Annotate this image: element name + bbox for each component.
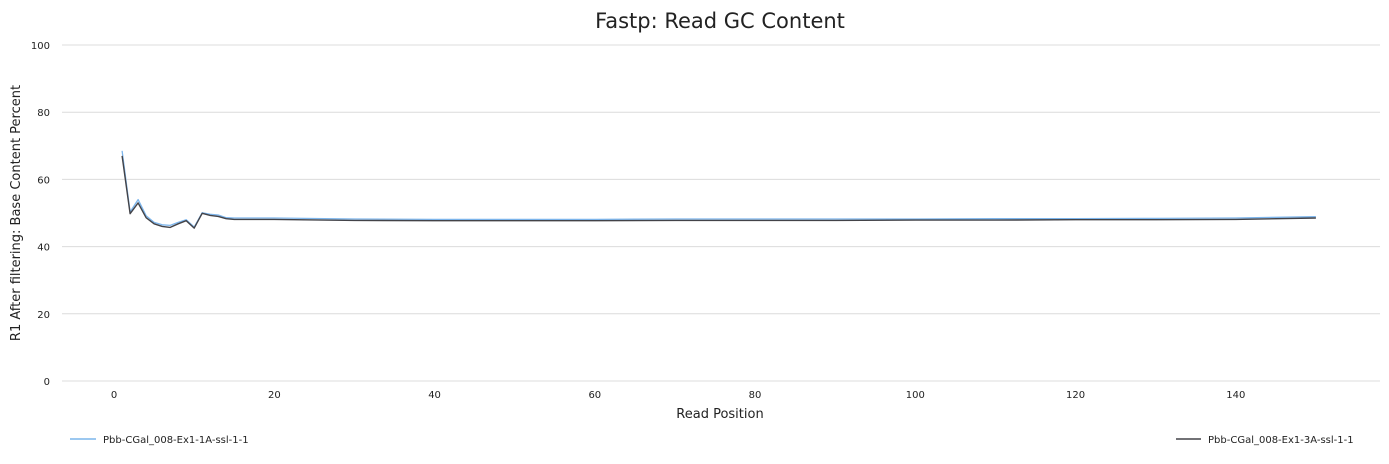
y-tick-label: 60 [37, 175, 50, 186]
x-tick-label: 80 [749, 390, 762, 401]
y-axis-ticks: 0 20 40 60 80 100 [31, 41, 50, 388]
legend-item-1[interactable]: Pbb-CGal_008-Ex1-1A-ssl-1-1 [70, 435, 249, 446]
legend: Pbb-CGal_008-Ex1-1A-ssl-1-1 Pbb-CGal_008-… [70, 435, 1354, 446]
x-tick-label: 100 [906, 390, 925, 401]
x-axis-ticks: 0 20 40 60 80 100 120 140 [111, 390, 1245, 401]
legend-label: Pbb-CGal_008-Ex1-3A-ssl-1-1 [1208, 435, 1354, 446]
legend-item-2[interactable]: Pbb-CGal_008-Ex1-3A-ssl-1-1 [1176, 435, 1354, 446]
x-axis-title: Read Position [676, 407, 763, 422]
y-tick-label: 80 [37, 108, 50, 119]
grid [62, 44, 1380, 382]
x-tick-label: 120 [1066, 390, 1085, 401]
y-axis-title: R1 After filtering: Base Content Percent [9, 85, 24, 341]
x-tick-label: 0 [111, 390, 117, 401]
chart-title: Fastp: Read GC Content [595, 9, 845, 33]
y-tick-label: 0 [44, 377, 50, 388]
y-tick-label: 100 [31, 41, 50, 52]
y-tick-label: 20 [37, 310, 50, 321]
series-line-2 [121, 155, 1316, 229]
series-line-1 [121, 150, 1316, 228]
legend-label: Pbb-CGal_008-Ex1-1A-ssl-1-1 [103, 435, 249, 446]
x-tick-label: 60 [588, 390, 601, 401]
y-tick-label: 40 [37, 243, 50, 254]
x-tick-label: 40 [428, 390, 441, 401]
x-tick-label: 140 [1226, 390, 1245, 401]
x-tick-label: 20 [268, 390, 281, 401]
series-lines [121, 150, 1316, 229]
